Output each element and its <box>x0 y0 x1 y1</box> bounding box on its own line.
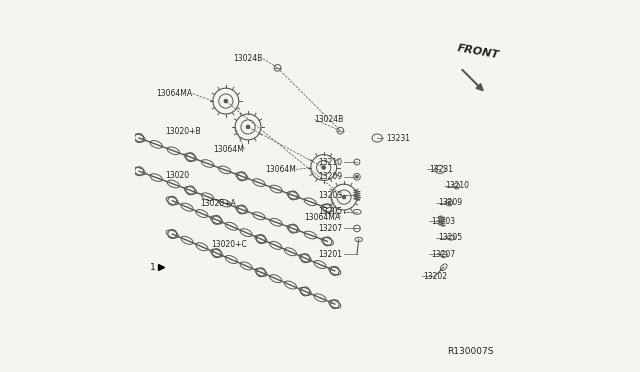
Text: 13064MA: 13064MA <box>304 213 340 222</box>
Text: 13064M: 13064M <box>213 145 244 154</box>
Text: 13231: 13231 <box>387 134 410 142</box>
Text: 13203: 13203 <box>431 217 455 225</box>
Text: 13202: 13202 <box>424 272 447 281</box>
Text: FRONT: FRONT <box>456 44 500 61</box>
Circle shape <box>246 125 250 129</box>
Circle shape <box>322 166 326 170</box>
Text: 13020+C: 13020+C <box>211 240 247 249</box>
Text: 13203: 13203 <box>318 191 342 200</box>
Text: 13205: 13205 <box>318 207 342 217</box>
Text: 13209: 13209 <box>438 198 462 207</box>
Text: 13209: 13209 <box>318 172 342 181</box>
Text: 13064M: 13064M <box>265 165 296 174</box>
Text: 13064MA: 13064MA <box>157 89 193 98</box>
Text: 13210: 13210 <box>318 157 342 167</box>
Text: 13020: 13020 <box>165 171 189 180</box>
Circle shape <box>447 201 451 205</box>
Text: 13024B: 13024B <box>314 115 344 124</box>
Circle shape <box>224 99 228 103</box>
Text: 13205: 13205 <box>438 233 462 242</box>
Text: 13020+A: 13020+A <box>200 199 236 208</box>
Circle shape <box>342 195 346 199</box>
Text: 13201: 13201 <box>318 250 342 259</box>
Text: 13020+B: 13020+B <box>165 127 200 136</box>
Text: 13207: 13207 <box>318 224 342 233</box>
Text: 13210: 13210 <box>445 182 470 190</box>
Text: R130007S: R130007S <box>447 347 493 356</box>
Text: 13024B: 13024B <box>234 54 263 63</box>
Circle shape <box>355 175 359 179</box>
Text: 13207: 13207 <box>431 250 455 259</box>
Text: 1: 1 <box>150 263 156 272</box>
Text: 13231: 13231 <box>429 165 453 174</box>
